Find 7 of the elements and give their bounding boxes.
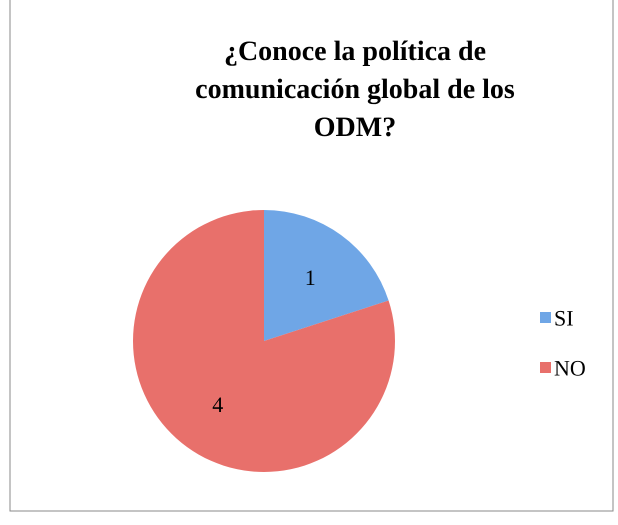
pie-slice [133, 210, 395, 472]
legend-label: SI [554, 306, 574, 330]
legend-label: NO [554, 356, 586, 380]
pie-slice [264, 210, 389, 341]
chart-title: ¿Conoce la política de comunicación global de los ODM? [195, 36, 515, 143]
data-label: 4 [212, 392, 224, 418]
data-label: 1 [304, 264, 316, 290]
